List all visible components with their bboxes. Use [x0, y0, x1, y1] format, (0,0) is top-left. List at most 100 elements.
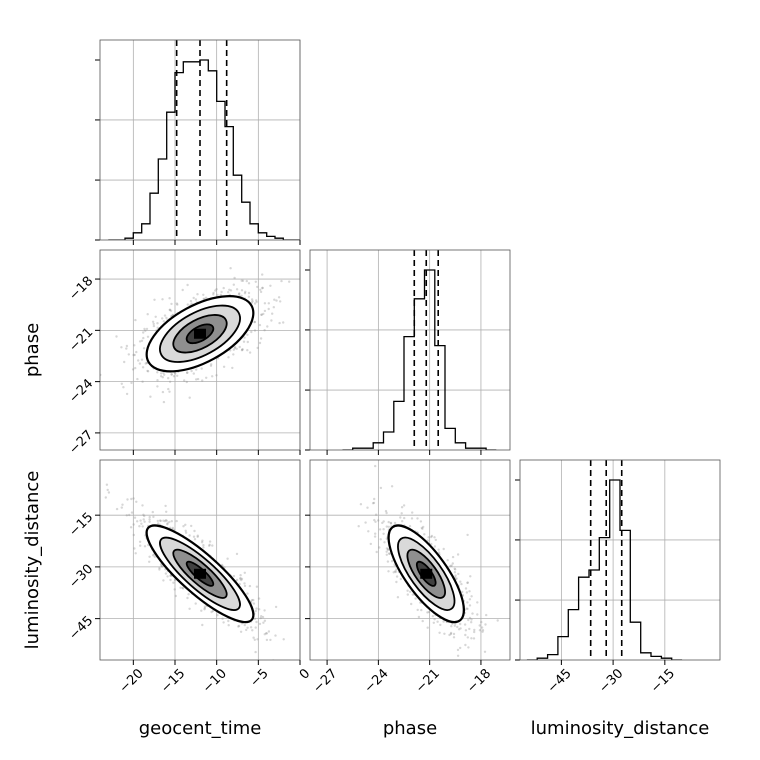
sample-point	[449, 632, 453, 636]
sample-point	[240, 289, 244, 292]
sample-point	[132, 523, 135, 526]
sample-point	[208, 544, 211, 547]
sample-point	[164, 519, 168, 522]
sample-point	[130, 497, 133, 501]
sample-point	[141, 504, 144, 507]
sample-point	[120, 346, 123, 349]
sample-point	[238, 292, 241, 295]
sample-point	[241, 279, 245, 282]
sample-point	[200, 609, 203, 612]
sample-point	[179, 586, 182, 589]
sample-point	[148, 518, 151, 521]
sample-point	[138, 540, 142, 543]
sample-point	[134, 318, 137, 322]
sample-point	[433, 545, 437, 548]
sample-point	[245, 628, 248, 632]
sample-point	[386, 548, 390, 552]
sample-point	[470, 637, 473, 640]
sample-point	[464, 633, 467, 637]
sample-point	[153, 298, 156, 301]
sample-point	[255, 620, 258, 624]
panel-luminosity_distance-vs-luminosity_distance	[515, 459, 721, 665]
sample-point	[154, 315, 157, 318]
sample-point	[449, 564, 452, 568]
sample-point	[247, 291, 251, 295]
sample-point	[196, 535, 199, 538]
sample-point	[260, 313, 263, 316]
sample-point	[222, 621, 225, 624]
sample-point	[141, 366, 145, 369]
sample-point	[443, 632, 446, 635]
sample-point	[138, 362, 142, 365]
sample-point	[470, 621, 473, 624]
density-peak	[194, 328, 206, 339]
sample-point	[392, 571, 395, 574]
sample-point	[357, 525, 360, 528]
sample-point	[240, 279, 243, 282]
sample-point	[448, 633, 451, 637]
sample-point	[176, 374, 179, 377]
sample-point	[421, 527, 424, 530]
sample-point	[386, 547, 390, 551]
sample-point	[211, 544, 214, 547]
sample-point	[168, 297, 171, 300]
sample-point	[459, 622, 462, 626]
sample-point	[185, 380, 188, 384]
sample-point	[152, 324, 156, 328]
sample-point	[128, 513, 131, 517]
sample-point	[240, 578, 243, 582]
sample-point	[243, 584, 247, 588]
sample-point	[453, 571, 457, 574]
sample-point	[151, 320, 155, 323]
sample-point	[395, 568, 398, 571]
sample-point	[269, 638, 272, 642]
panel-phase-vs-phase	[305, 249, 511, 455]
sample-point	[438, 631, 441, 634]
sample-point	[263, 633, 266, 636]
sample-point	[170, 302, 173, 306]
sample-point	[451, 562, 454, 565]
sample-point	[456, 648, 460, 652]
sample-point	[240, 577, 244, 581]
y-tick-label: −15	[66, 510, 96, 540]
sample-point	[406, 593, 409, 596]
sample-point	[463, 623, 467, 626]
sample-point	[243, 292, 247, 295]
sample-point	[158, 566, 161, 570]
sample-point	[399, 577, 402, 581]
sample-point	[190, 302, 193, 305]
sample-point	[272, 659, 275, 660]
sample-point	[132, 533, 135, 537]
sample-point	[409, 590, 412, 593]
sample-point	[375, 550, 378, 554]
sample-point	[265, 638, 269, 642]
sample-point	[233, 345, 237, 349]
sample-point	[141, 380, 144, 383]
sample-point	[126, 498, 129, 501]
sample-point	[244, 290, 247, 293]
sample-point	[227, 624, 230, 627]
sample-point	[221, 617, 224, 620]
sample-point	[176, 303, 179, 306]
sample-point	[142, 336, 145, 340]
panel-frame	[519, 459, 721, 661]
density-peak	[194, 568, 206, 579]
sample-point	[208, 540, 212, 543]
sample-point	[378, 546, 381, 549]
sample-point	[417, 615, 421, 619]
panel-frame	[99, 249, 301, 451]
sample-point	[387, 570, 390, 573]
sample-point	[189, 299, 193, 303]
sample-point	[390, 560, 394, 563]
sample-point	[161, 298, 164, 301]
sample-point	[146, 313, 149, 316]
sample-point	[237, 624, 241, 628]
sample-point	[120, 506, 124, 509]
sample-point	[254, 609, 257, 613]
sample-point	[201, 379, 204, 382]
sample-point	[162, 579, 165, 582]
y-tick-label: −18	[66, 274, 96, 304]
sample-point	[156, 371, 159, 374]
y-tick-label: −27	[66, 428, 96, 458]
sample-point	[261, 286, 264, 290]
